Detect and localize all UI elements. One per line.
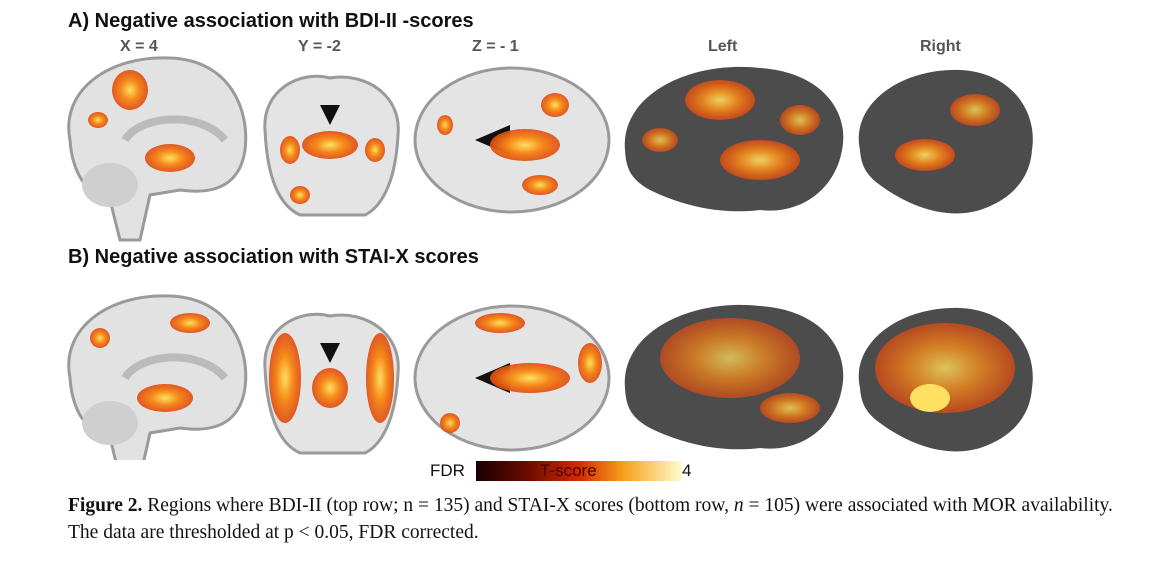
right-hemisphere-b (858, 307, 1033, 452)
right-hemisphere-a (858, 69, 1033, 214)
figure-caption: Figure 2. Regions where BDI-II (top row;… (68, 492, 1128, 546)
view-label-x: X = 4 (120, 38, 158, 55)
colorbar-min-label: FDR (430, 461, 465, 480)
caption-text-2: = 105) were associated with MOR availabi… (68, 495, 1113, 543)
panel-a-title: A) Negative association with BDI-II -sco… (68, 10, 474, 32)
coronal-slice-a (263, 74, 400, 217)
view-label-left: Left (708, 38, 738, 55)
sagittal-slice-b (69, 296, 246, 460)
panel-b-title: B) Negative association with STAI-X scor… (68, 246, 479, 268)
colorbar-max-label: 4 (682, 461, 692, 480)
caption-label: Figure 2. (68, 495, 143, 516)
colorbar (476, 461, 682, 481)
axial-slice-b (413, 304, 611, 452)
axial-slice-a (413, 66, 611, 214)
colorbar-center-label: T-score (540, 461, 597, 480)
view-label-y: Y = -2 (298, 38, 341, 55)
left-hemisphere-a (624, 66, 844, 212)
view-label-right: Right (920, 38, 961, 55)
caption-text-1: Regions where BDI-II (top row; n = 135) … (142, 495, 734, 516)
caption-n: n (733, 495, 744, 516)
coronal-slice-b (263, 312, 400, 455)
sagittal-slice-a (69, 58, 246, 240)
left-hemisphere-b (624, 304, 844, 450)
view-label-z: Z = - 1 (472, 38, 519, 55)
brain-images (0, 0, 1033, 460)
